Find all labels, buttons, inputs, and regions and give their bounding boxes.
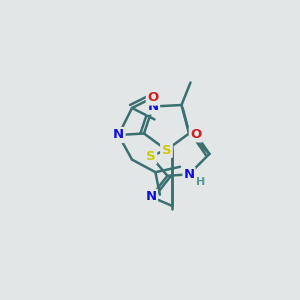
Text: H: H [196,177,205,187]
Text: S: S [162,143,171,157]
Text: N: N [147,100,159,113]
Text: O: O [147,91,159,104]
Text: O: O [190,128,202,141]
Text: S: S [146,150,156,163]
Text: N: N [113,128,124,142]
Text: N: N [183,168,195,181]
Text: N: N [145,190,157,203]
